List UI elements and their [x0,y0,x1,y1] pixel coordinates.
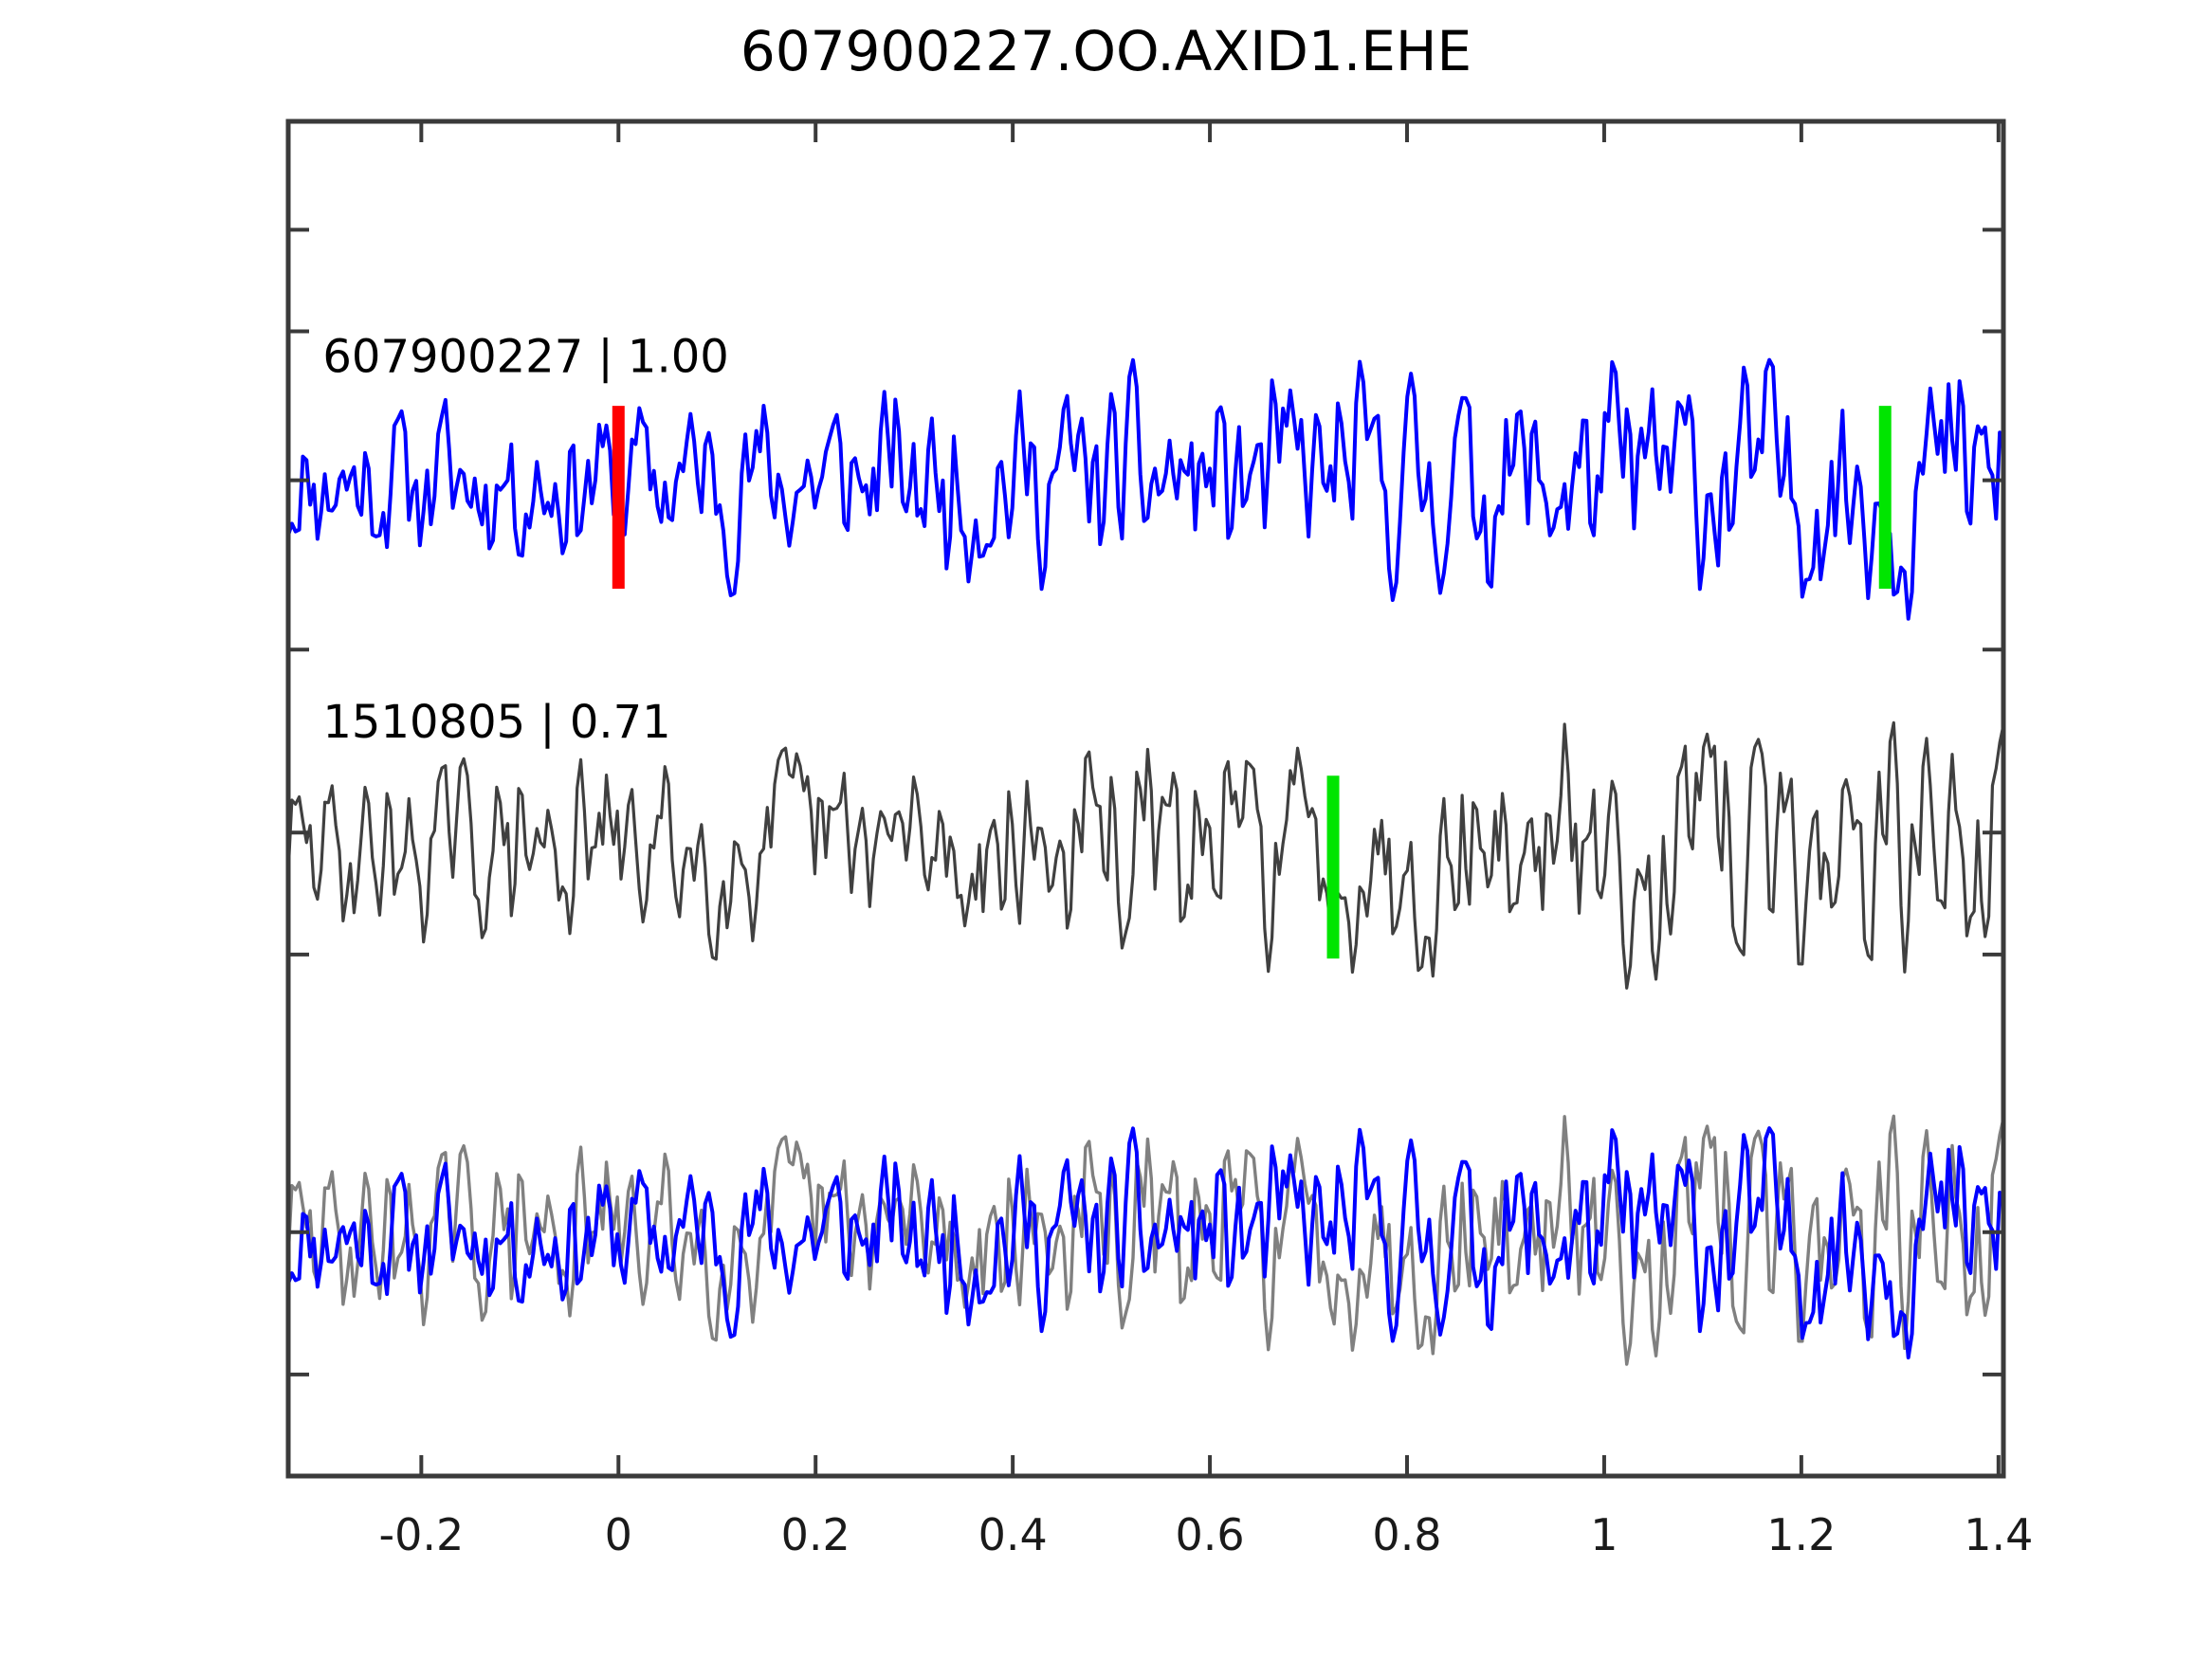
page-title: 607900227.OO.AXID1.EHE [740,19,1472,83]
x-axis-tick-labels: -0.2 0 0.2 0.4 0.6 0.8 1 1.2 1.4 [378,1509,2033,1560]
waveform-path [286,1126,2005,1359]
trace-label: 607900227 | 1.00 [322,330,728,383]
x-tick-label: 0.2 [781,1509,850,1560]
x-tick-label: -0.2 [378,1509,464,1560]
traces-group [286,357,2005,1366]
waveform-path [286,357,2005,621]
waveform-path [286,720,2005,990]
x-tick-label: 0.6 [1175,1509,1244,1560]
x-axis-ticks [419,121,2001,1476]
x-tick-label: 0.8 [1372,1509,1441,1560]
trace-label: 1510805 | 0.71 [322,696,670,749]
x-tick-label: 1 [1590,1509,1618,1560]
markers-group [612,406,1892,959]
x-tick-label: 1.2 [1766,1509,1836,1560]
x-tick-label: 1.4 [1964,1509,2033,1560]
waveform-path-secondary [286,1114,2005,1366]
trace-labels-group: 607900227 | 1.00 1510805 | 0.71 [322,330,728,749]
plot-frame [285,118,2006,1479]
y-axis-ticks [288,228,2003,1376]
x-tick-label: 0.4 [978,1509,1048,1560]
x-tick-label: 0 [605,1509,632,1560]
